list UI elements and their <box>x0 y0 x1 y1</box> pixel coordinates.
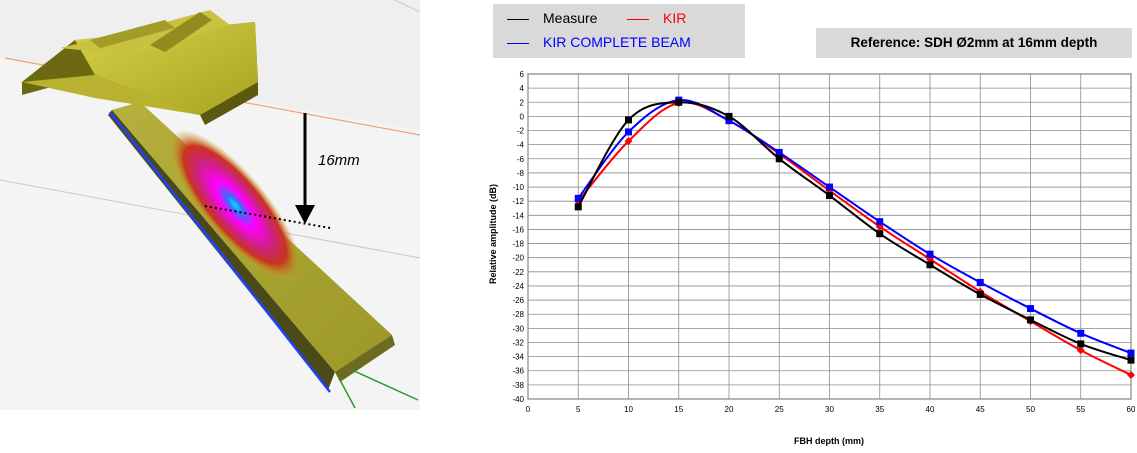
x-tick-label: 15 <box>674 405 683 414</box>
wire-left <box>339 379 356 409</box>
y-tick-label: 6 <box>520 70 525 79</box>
amplitude-chart: 6420-2-4-6-8-10-12-14-16-18-20-22-24-26-… <box>488 70 1135 446</box>
y-tick-label: -8 <box>517 169 525 178</box>
data-point-kir-complete-beam <box>574 194 582 202</box>
y-tick-label: -16 <box>512 225 524 234</box>
beam-field <box>169 129 301 281</box>
x-tick-label: 0 <box>526 405 531 414</box>
y-tick-label: -28 <box>512 310 524 319</box>
legend-label-kir: KIR <box>663 10 687 26</box>
x-tick-label: 10 <box>624 405 633 414</box>
x-tick-label: 5 <box>576 405 581 414</box>
y-tick-label: -36 <box>512 367 524 376</box>
data-point-measure <box>1077 340 1085 348</box>
data-point-kir-complete-beam <box>876 218 884 226</box>
data-point-measure <box>1127 356 1135 364</box>
scene-edge-line <box>394 0 420 13</box>
y-tick-label: -18 <box>512 240 524 249</box>
legend: Measure KIR KIR COMPLETE BEAM <box>493 4 745 58</box>
data-point-measure <box>826 192 833 200</box>
y-tick-label: -12 <box>512 197 524 206</box>
x-tick-label: 45 <box>976 405 985 414</box>
specimen-plate <box>108 102 395 393</box>
y-tick-label: -14 <box>512 211 524 220</box>
legend-item-kir: KIR <box>627 10 686 26</box>
x-tick-label: 20 <box>725 405 734 414</box>
y-tick-label: -10 <box>512 183 524 192</box>
data-point-measure <box>725 112 733 120</box>
legend-swatch-kir <box>627 18 649 20</box>
x-tick-label: 25 <box>775 405 784 414</box>
data-point-kir-complete-beam <box>625 128 632 136</box>
chart-series <box>574 96 1135 379</box>
chart-grid <box>527 73 1132 400</box>
y-axis-label: Relative amplitude (dB) <box>488 184 498 284</box>
x-axis-label: FBH depth (mm) <box>794 436 864 446</box>
y-tick-label: -4 <box>517 141 525 150</box>
data-point-kir <box>1127 370 1135 379</box>
y-tick-label: -6 <box>517 155 525 164</box>
y-tick-label: -24 <box>512 282 524 291</box>
y-tick-label: -40 <box>512 395 524 404</box>
data-point-kir <box>1076 346 1085 355</box>
depth-label: 16mm <box>318 152 360 169</box>
data-point-kir <box>624 137 633 146</box>
data-point-kir-complete-beam <box>976 278 984 286</box>
x-tick-label: 60 <box>1127 405 1135 414</box>
data-point-kir-complete-beam <box>1077 329 1085 337</box>
simulation-3d-view: 16mm <box>0 0 420 410</box>
x-tick-label: 50 <box>1026 405 1035 414</box>
y-tick-label: -2 <box>517 127 525 136</box>
legend-swatch-measure <box>507 18 529 20</box>
y-tick-label: 2 <box>520 98 525 107</box>
data-point-kir-complete-beam <box>775 148 783 156</box>
wire-right <box>351 369 419 401</box>
data-point-measure <box>976 290 984 298</box>
data-point-measure <box>574 203 582 211</box>
data-point-measure <box>675 98 683 106</box>
x-tick-label: 35 <box>875 405 884 414</box>
data-point-kir-complete-beam <box>1027 305 1034 313</box>
reference-label: Reference: SDH Ø2mm at 16mm depth <box>816 28 1132 58</box>
x-tick-label: 40 <box>926 405 935 414</box>
legend-item-measure: Measure <box>507 10 597 26</box>
data-point-kir-complete-beam <box>1127 349 1135 357</box>
legend-label-kir-complete-beam: KIR COMPLETE BEAM <box>543 34 691 50</box>
data-point-kir-complete-beam <box>826 183 833 191</box>
y-tick-label: -30 <box>512 324 524 333</box>
data-point-measure <box>926 261 934 269</box>
data-point-measure <box>625 116 632 124</box>
probe-wedge <box>22 10 258 125</box>
y-tick-label: -38 <box>512 381 524 390</box>
legend-item-kir-complete-beam: KIR COMPLETE BEAM <box>507 34 691 50</box>
y-tick-label: 0 <box>520 112 525 121</box>
depth-arrow-head <box>295 205 315 224</box>
data-point-kir-complete-beam <box>725 117 733 125</box>
legend-label-measure: Measure <box>543 10 598 26</box>
y-tick-label: -26 <box>512 296 524 305</box>
data-point-kir-complete-beam <box>926 250 934 258</box>
y-tick-label: -32 <box>512 338 524 347</box>
data-point-measure <box>1027 316 1034 324</box>
y-tick-label: -20 <box>512 254 524 263</box>
chart-axes: 6420-2-4-6-8-10-12-14-16-18-20-22-24-26-… <box>512 70 1135 414</box>
plate-edge <box>109 111 331 393</box>
x-tick-label: 30 <box>825 405 834 414</box>
y-tick-label: 4 <box>520 84 525 93</box>
data-point-measure <box>876 230 884 238</box>
y-tick-label: -34 <box>512 353 524 362</box>
legend-swatch-kir-complete-beam <box>507 42 529 44</box>
focal-dotted-line <box>204 205 331 229</box>
data-point-measure <box>775 155 783 163</box>
x-tick-label: 55 <box>1076 405 1085 414</box>
y-tick-label: -22 <box>512 268 524 277</box>
